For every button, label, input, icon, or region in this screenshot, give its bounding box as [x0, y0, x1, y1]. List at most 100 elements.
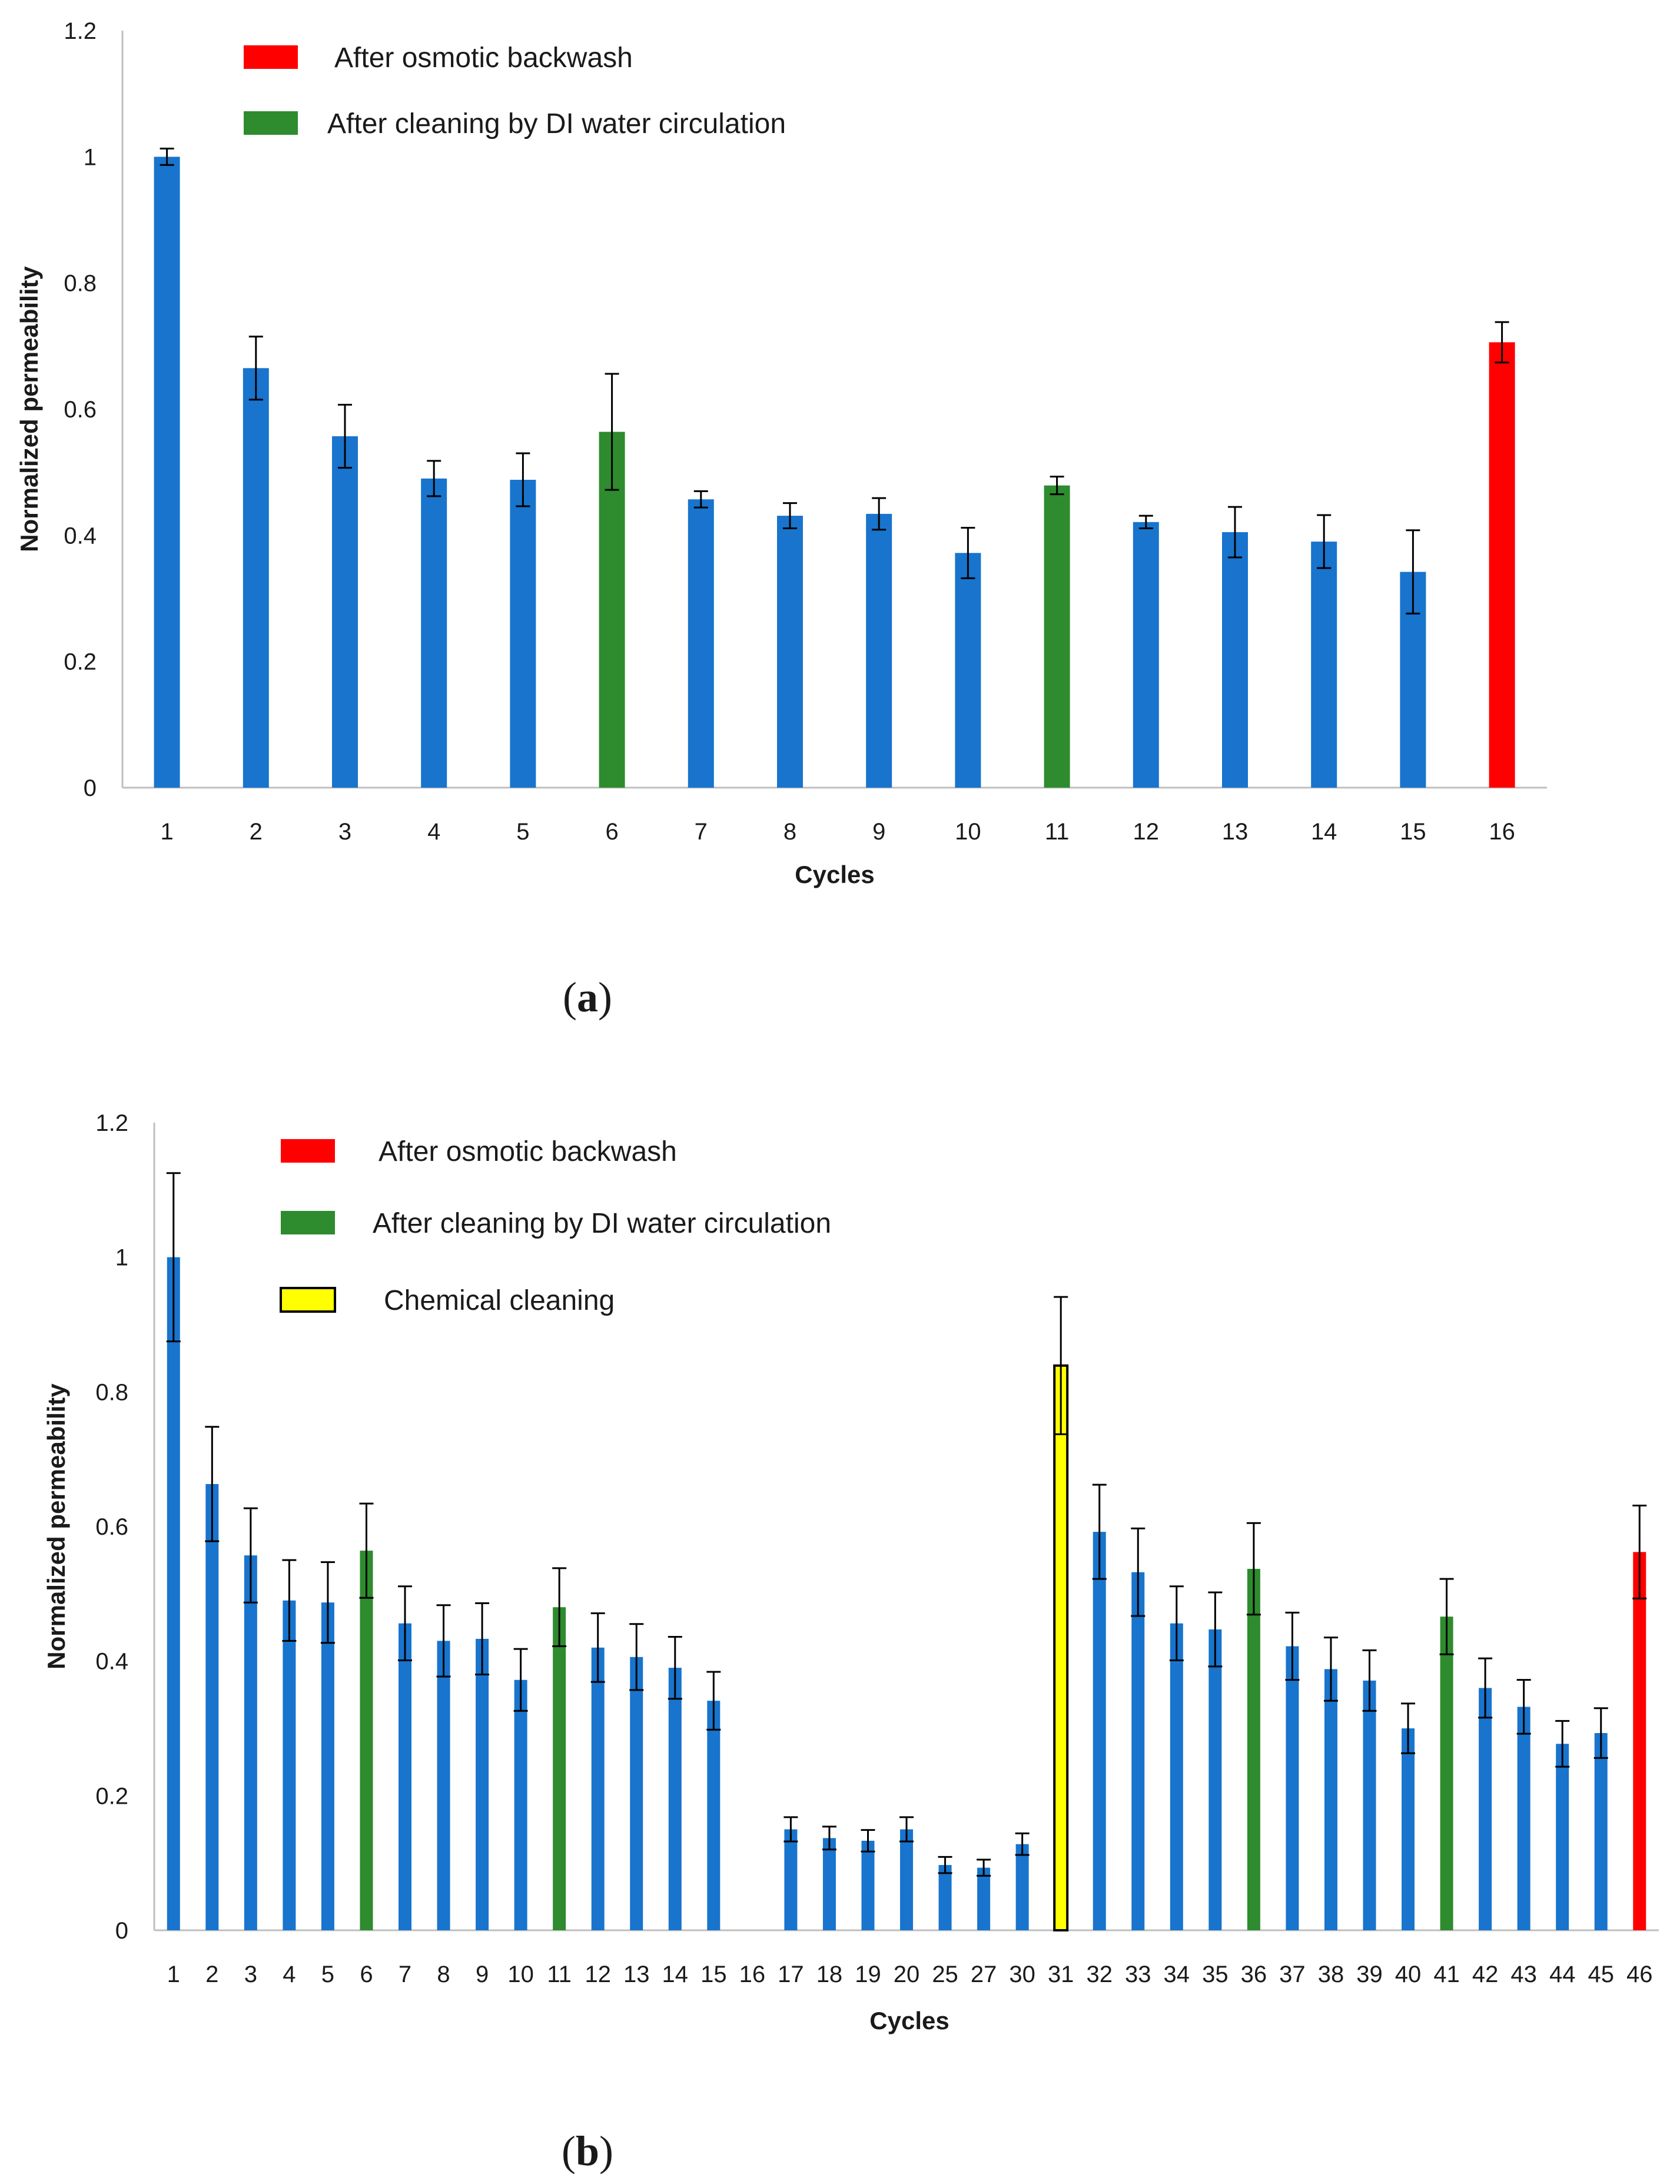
error-bar — [436, 1604, 451, 1678]
bar-normal — [244, 1555, 257, 1930]
error-bar — [338, 403, 352, 469]
x-tick-label: 12 — [1133, 819, 1160, 845]
x-tick-labels: 1 2 3 4 5 6 7 8 9 10 11 12 13 14 15 16 17 18 19 20 25 27 30 31 3… — [167, 1961, 1653, 1987]
error-bars — [160, 147, 1509, 615]
error-bar — [398, 1585, 413, 1662]
error-bar — [243, 1507, 258, 1604]
bar-normal — [1311, 542, 1337, 788]
error-bar — [1208, 1591, 1223, 1668]
error-bar — [513, 1648, 528, 1712]
bar-normal — [1170, 1623, 1183, 1930]
bar-normal — [1479, 1688, 1492, 1930]
x-tick-label: 8 — [437, 1961, 450, 1987]
error-bar — [516, 452, 530, 507]
error-bar — [1246, 1522, 1261, 1616]
error-bar — [629, 1623, 644, 1691]
x-tick-label: 17 — [778, 1961, 804, 1987]
error-bar — [1015, 1832, 1030, 1856]
error-bar — [1228, 506, 1242, 559]
error-bar — [552, 1567, 567, 1648]
bar-normal — [514, 1680, 527, 1930]
x-tick-label: 38 — [1318, 1961, 1344, 1987]
bar-chemical — [1053, 1364, 1069, 1932]
error-bar — [693, 490, 708, 509]
x-tick-label: 7 — [399, 1961, 411, 1987]
legend-label: After osmotic backwash — [379, 1136, 677, 1167]
error-bar — [1054, 1296, 1068, 1435]
y-tick-label: 0 — [84, 775, 97, 801]
error-bar — [1131, 1527, 1146, 1617]
error-bar — [783, 502, 797, 530]
bar-normal — [421, 478, 447, 788]
y-tick-label: 1.2 — [64, 18, 97, 44]
x-tick-label: 46 — [1626, 1961, 1653, 1987]
bar-normal — [866, 513, 892, 788]
chart-panel-a: 00.20.40.60.811.2 1 2 3 4 5 6 7 8 9 10 11 12 13 14 15 1… — [15, 18, 1547, 1021]
legend-label: After cleaning by DI water circulation — [373, 1208, 831, 1239]
x-tick-label: 19 — [855, 1961, 881, 1987]
bar-normal — [1131, 1572, 1145, 1930]
x-tick-label: 40 — [1395, 1961, 1422, 1987]
x-tick-label: 15 — [1400, 819, 1426, 845]
error-bar — [1169, 1585, 1184, 1662]
bar-normal — [332, 436, 358, 788]
error-bar — [899, 1816, 914, 1843]
x-tick-label: 45 — [1588, 1961, 1615, 1987]
error-bar — [1406, 529, 1420, 615]
x-tick-label: 25 — [932, 1961, 958, 1987]
x-tick-label: 44 — [1549, 1961, 1576, 1987]
legend-label: After cleaning by DI water circulation — [327, 108, 786, 140]
x-tick-labels: 1 2 3 4 5 6 7 8 9 10 11 12 13 14 15 16 — [160, 819, 1515, 845]
bar-normal — [822, 1838, 836, 1930]
y-tick-label: 0.4 — [64, 523, 97, 549]
x-tick-label: 11 — [547, 1961, 572, 1987]
panel-label: (a) — [563, 974, 612, 1021]
bar-normal — [630, 1657, 643, 1930]
y-tick-labels: 0 0.2 0.4 0.6 0.8 1 1.2 — [64, 18, 97, 801]
bar-normal — [1556, 1744, 1569, 1930]
bar-normal — [668, 1668, 682, 1930]
error-bar — [475, 1602, 490, 1676]
x-tick-label: 35 — [1202, 1961, 1229, 1987]
bar-normal — [1208, 1629, 1222, 1930]
bar-normal — [938, 1865, 952, 1930]
error-bar — [1555, 1720, 1570, 1768]
legend-swatch-osmotic — [244, 45, 298, 69]
bar-normal — [167, 1257, 180, 1930]
bar-normal — [900, 1829, 914, 1930]
error-bar — [1138, 515, 1153, 530]
legend: After osmotic backwash After cleaning by … — [244, 42, 786, 140]
error-bar — [1401, 1702, 1416, 1754]
y-tick-label: 0.2 — [95, 1783, 128, 1809]
bar-di — [553, 1607, 566, 1930]
bar-normal — [437, 1641, 450, 1930]
x-tick-label: 31 — [1048, 1961, 1074, 1987]
x-tick-label: 13 — [1222, 819, 1249, 845]
bar-normal — [1133, 522, 1159, 788]
x-tick-label: 18 — [816, 1961, 843, 1987]
bar-normal — [707, 1701, 721, 1930]
bar-normal — [1363, 1680, 1376, 1930]
bar-normal — [243, 368, 269, 788]
x-axis-label: Cycles — [795, 861, 874, 888]
error-bar — [1632, 1505, 1647, 1599]
error-bar — [1593, 1707, 1608, 1759]
x-tick-label: 8 — [783, 819, 796, 845]
bar-normal — [688, 499, 714, 788]
error-bar — [1516, 1679, 1531, 1735]
x-tick-label: 42 — [1472, 1961, 1499, 1987]
x-tick-label: 5 — [516, 819, 529, 845]
legend-swatch-di — [281, 1211, 335, 1234]
error-bar — [1478, 1657, 1493, 1719]
x-tick-label: 13 — [623, 1961, 650, 1987]
bar-normal — [1286, 1646, 1299, 1930]
x-tick-label: 11 — [1045, 819, 1070, 845]
bar-series — [154, 157, 1515, 788]
error-bar — [605, 373, 619, 491]
x-tick-label: 3 — [338, 819, 351, 845]
y-tick-label: 0.6 — [64, 397, 97, 423]
x-tick-label: 15 — [700, 1961, 727, 1987]
error-bar — [248, 336, 263, 401]
error-bar — [938, 1856, 952, 1874]
error-bar — [205, 1426, 220, 1542]
